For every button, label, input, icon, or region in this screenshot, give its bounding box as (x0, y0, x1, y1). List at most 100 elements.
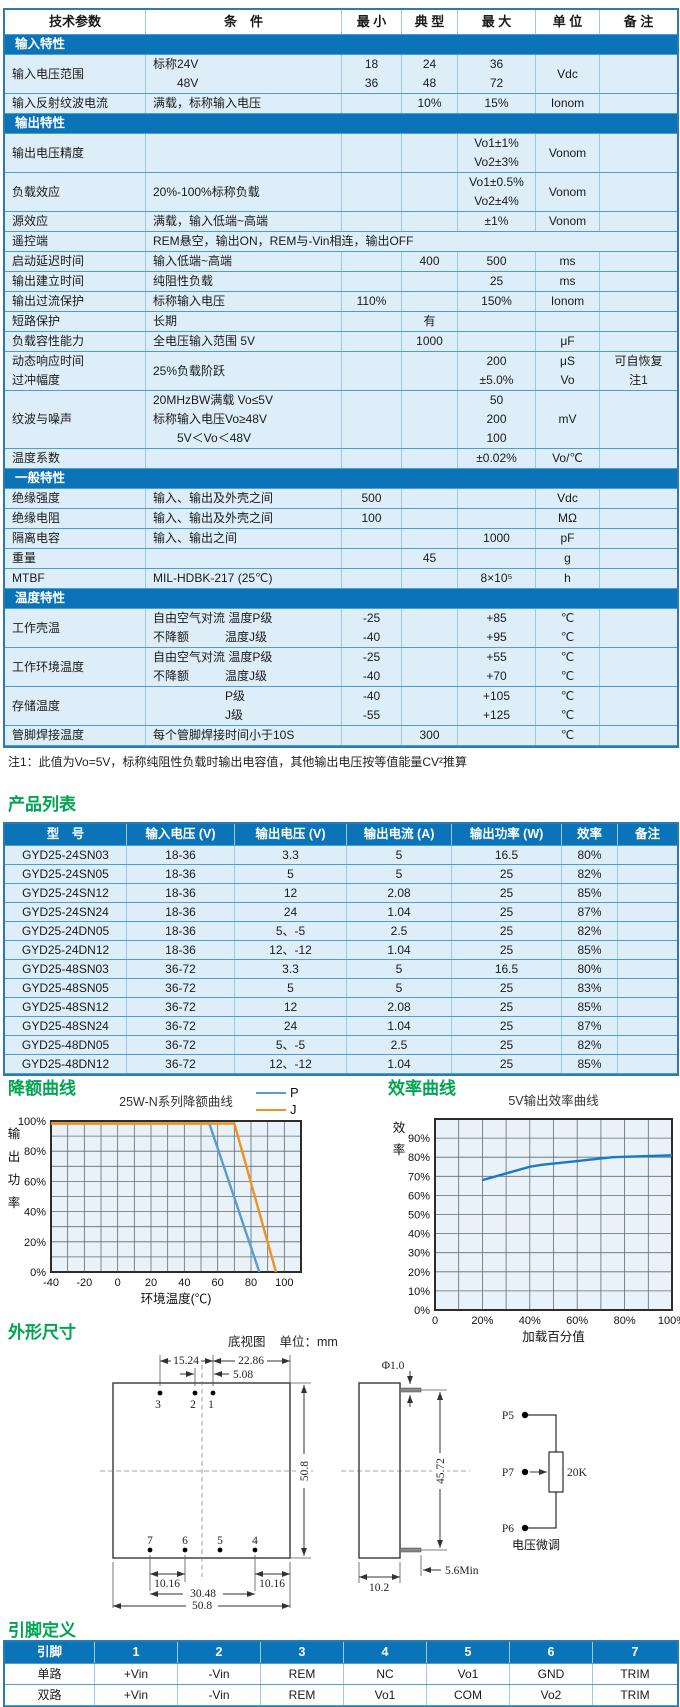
spec-cell (402, 173, 458, 211)
plot-border (434, 1118, 673, 1311)
product-cell-value: 87% (577, 905, 602, 919)
product-header-cell: 效率 (562, 824, 618, 845)
y-tick-label: 100% (18, 1116, 46, 1128)
spec-cell (600, 549, 677, 568)
product-cell-value (618, 884, 677, 902)
spec-cell-line: 1000 (483, 531, 510, 545)
pin-cell: Vo2 (510, 1685, 593, 1705)
spec-cell: Vo1±0.5% Vo2±4% (458, 173, 536, 211)
y-axis-label: 率 (393, 1142, 406, 1157)
spec-cell-line: 24 (422, 57, 437, 71)
spec-cell-line: Vo2±3% (474, 155, 519, 169)
spec-cell: Vonom (536, 173, 600, 211)
product-cell: 5、-5 (235, 1036, 347, 1054)
dim-30-48: 30.48 (190, 1588, 216, 1600)
spec-cell: Vdc (536, 55, 600, 93)
spec-section-bar: 一般特性 (5, 469, 677, 489)
pin-row: 双路 +Vin -Vin REM Vo1 COM Vo2 TRIM (5, 1685, 677, 1706)
product-cell-value: 85% (577, 943, 602, 957)
spec-cell-line: 500 (486, 254, 507, 268)
pin-cell-value: Vo1 (374, 1688, 396, 1702)
spec-cell: 10% (402, 94, 458, 113)
spec-cell (402, 449, 458, 468)
pin-cell-value: COM (454, 1688, 482, 1702)
product-cell-value: 24 (283, 1019, 298, 1033)
spec-cell: 自由空气对流 温度P级 不降额 温度J级 (146, 609, 342, 647)
spec-cell: 全电压输入范围 5V (146, 332, 342, 351)
spec-cell: 自由空气对流 温度P级 不降额 温度J级 (146, 648, 342, 686)
product-cell-value (618, 922, 677, 940)
pin-header-label: 4 (381, 1645, 389, 1659)
pin-2-label: 2 (190, 1399, 196, 1411)
spec-cell (402, 292, 458, 311)
y-tick-label: 70% (408, 1171, 430, 1183)
product-cell: GYD25-48SN03 (5, 960, 127, 978)
dim-10-16-right: 10.16 (259, 1578, 285, 1590)
y-axis-label: 输 (8, 1126, 21, 1141)
spec-cell (600, 391, 677, 448)
pin-5-dot (217, 1547, 223, 1553)
product-cell: 5 (347, 979, 452, 997)
product-cell-value: 5 (395, 867, 403, 881)
product-cell: 12、-12 (235, 941, 347, 959)
spec-cell-line: 绝缘强度 (12, 491, 61, 505)
pin-cell-value: 双路 (37, 1688, 62, 1702)
spec-cell: 隔离电容 (5, 529, 146, 548)
legend-label: J (290, 1102, 297, 1117)
y-tick-label: 20% (408, 1267, 430, 1279)
unit-label: 单位：mm (279, 1335, 338, 1349)
spec-cell-line: ±0.02% (476, 451, 517, 465)
pin-5-label: 5 (217, 1535, 223, 1547)
spec-row: 存储温度 P级 J级 -40 -55 +105 +125 ℃ ℃ (5, 687, 677, 726)
product-cell-value: 1.04 (387, 905, 411, 919)
spec-cell-line: 输入、输出及外壳之间 (153, 491, 274, 505)
spec-cell: μF (536, 332, 600, 351)
pin-cell: -Vin (178, 1664, 261, 1684)
product-cell-value (618, 960, 677, 978)
spec-cell-line: 100 (361, 511, 382, 525)
spec-row: 隔离电容 输入、输出之间 1000 pF (5, 529, 677, 549)
pin-4-dot (252, 1547, 258, 1553)
spec-cell: 工作壳温 (5, 609, 146, 647)
pin-header-label: 3 (298, 1645, 306, 1659)
product-cell-value: 18-36 (165, 886, 196, 900)
pin-cell-value: TRIM (620, 1667, 650, 1681)
spec-header-row: 技术参数 条 件 最 小 典 型 最 大 单 位 备 注 (5, 10, 677, 35)
spec-cell (342, 726, 402, 745)
spec-cell (600, 94, 677, 113)
spec-cell-line: ℃ (560, 650, 575, 664)
product-cell-value: 36-72 (165, 981, 196, 995)
x-tick-label: 40% (519, 1315, 541, 1327)
bottom-view-body (112, 1382, 291, 1559)
spec-cell: 输出电压精度 (5, 134, 146, 172)
product-cell-value: GYD25-48SN24 (22, 1019, 109, 1033)
pin-7-dot (147, 1547, 153, 1553)
pin-header-label: 2 (215, 1645, 223, 1659)
product-cell-value: 2.08 (387, 1000, 411, 1014)
product-cell-value: 1.04 (387, 1057, 411, 1071)
product-header-label: 输出电压 (V) (255, 827, 326, 841)
spec-cell (402, 509, 458, 528)
product-row: GYD25-24SN05 18-36 5 5 25 82% (5, 865, 677, 884)
pin-header-cell: 7 (593, 1642, 677, 1663)
product-cell: 25 (452, 884, 562, 902)
spec-cell-line: 动态响应时间 (12, 354, 85, 368)
product-cell-value: 25 (499, 924, 514, 938)
spec-row: 遥控端 REM悬空，输出ON，REM与-Vin相连，输出OFF (5, 232, 677, 252)
spec-cell-line: MIL-HDBK-217 (25℃) (153, 571, 273, 585)
product-header-cell: 输出电压 (V) (235, 824, 347, 845)
product-cell: GYD25-24SN12 (5, 884, 127, 902)
pin-cell: NC (344, 1664, 427, 1684)
spec-header-label: 最 大 (481, 14, 512, 29)
product-cell-value (618, 903, 677, 921)
product-cell-value: GYD25-48SN12 (22, 1000, 109, 1014)
product-cell: 24 (235, 903, 347, 921)
spec-cell: Vonom (536, 134, 600, 172)
product-cell: 18-36 (127, 865, 235, 883)
product-cell: 18-36 (127, 884, 235, 902)
spec-cell: 绝缘强度 (5, 489, 146, 508)
pin-6-label: 6 (182, 1535, 188, 1547)
product-cell: GYD25-48SN05 (5, 979, 127, 997)
product-cell-value: GYD25-24SN12 (22, 886, 109, 900)
